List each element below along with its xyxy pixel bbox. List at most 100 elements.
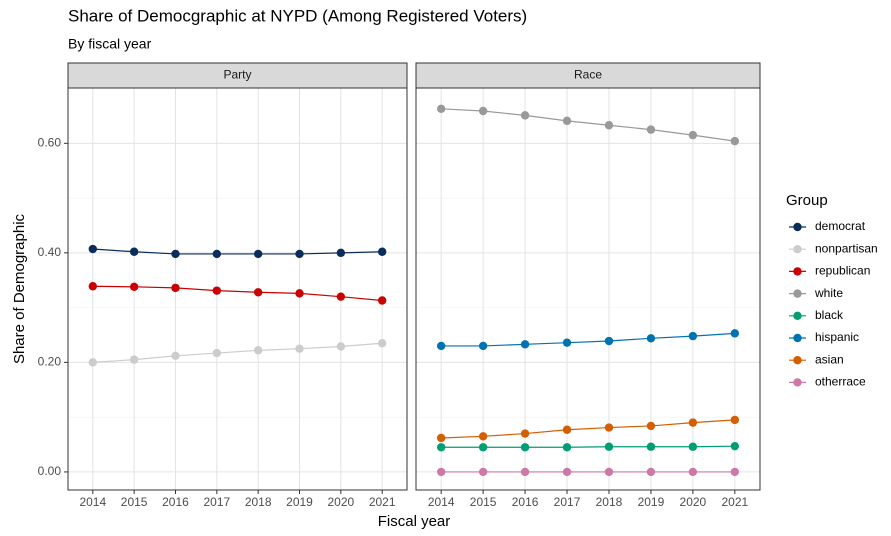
panel-border — [415, 87, 761, 491]
data-point — [688, 331, 698, 341]
data-point — [604, 442, 614, 451]
data-point — [646, 442, 656, 451]
strip-label: Race — [574, 68, 602, 82]
data-point — [604, 336, 614, 346]
chart-title: Share of Democgraphic at NYPD (Among Reg… — [68, 6, 527, 25]
series-line — [441, 445, 735, 448]
x-tick-label: 2016 — [512, 495, 539, 509]
data-point — [212, 348, 222, 358]
data-point — [336, 342, 346, 351]
legend-marker — [793, 333, 802, 343]
data-point — [646, 467, 656, 477]
data-point — [604, 121, 614, 130]
data-point — [646, 125, 656, 134]
x-tick-label: 2018 — [245, 495, 272, 509]
data-point — [688, 442, 698, 451]
legend-label: nonpartisan — [815, 241, 878, 255]
legend-label: otherrace — [815, 375, 866, 389]
data-point — [295, 289, 304, 298]
data-point — [688, 130, 698, 140]
data-point — [562, 425, 572, 434]
data-point — [730, 415, 740, 425]
data-point — [436, 341, 446, 351]
data-point — [129, 355, 139, 364]
y-tick-label: 0.40 — [38, 245, 62, 259]
x-tick-label: 2020 — [680, 495, 707, 509]
data-point — [171, 283, 180, 293]
data-point — [436, 104, 446, 114]
data-point — [436, 467, 446, 477]
data-point — [129, 282, 139, 292]
data-point — [377, 247, 387, 256]
data-point — [436, 433, 446, 443]
x-tick-label: 2014 — [79, 495, 106, 509]
x-tick-label: 2014 — [428, 495, 455, 509]
data-point — [520, 467, 530, 477]
data-point — [520, 429, 530, 438]
data-point — [336, 248, 346, 258]
x-tick-label: 2017 — [554, 495, 581, 509]
data-point — [478, 106, 488, 116]
strip — [67, 62, 408, 89]
chart-subtitle: By fiscal year — [68, 36, 152, 52]
x-tick-label: 2021 — [721, 495, 748, 509]
data-point — [478, 341, 488, 351]
y-axis-label: Share of Demographic — [11, 213, 28, 364]
data-point — [336, 292, 346, 301]
data-point — [377, 296, 387, 305]
data-point — [295, 249, 304, 259]
y-tick-label: 0.20 — [38, 355, 62, 369]
data-point — [253, 249, 263, 259]
data-point — [436, 443, 446, 452]
legend-marker — [793, 378, 802, 387]
x-tick-label: 2015 — [470, 495, 497, 509]
legend-marker — [793, 222, 802, 232]
data-point — [520, 111, 530, 120]
data-point — [478, 443, 488, 452]
data-point — [478, 467, 488, 477]
data-point — [88, 282, 98, 291]
data-point — [730, 467, 740, 477]
legend-marker — [793, 356, 802, 365]
legend-label: hispanic — [815, 330, 859, 344]
x-tick-label: 2015 — [121, 495, 148, 509]
series-line — [92, 248, 383, 255]
y-tick-label: 0.00 — [38, 464, 62, 478]
x-tick-label: 2020 — [328, 495, 355, 509]
data-point — [730, 329, 740, 338]
legend-label: republican — [815, 264, 870, 278]
data-point — [88, 244, 98, 254]
data-point — [730, 441, 740, 451]
data-point — [253, 288, 263, 297]
data-point — [171, 249, 180, 259]
data-point — [646, 421, 656, 431]
x-tick-label: 2019 — [638, 495, 665, 509]
y-tick-label: 0.60 — [38, 135, 62, 149]
panel-border — [67, 87, 408, 491]
data-point — [478, 432, 488, 441]
data-point — [688, 418, 698, 427]
x-tick-label: 2016 — [162, 495, 189, 509]
legend-marker — [793, 289, 802, 298]
data-point — [295, 344, 304, 353]
data-point — [562, 443, 572, 452]
series-line — [441, 332, 735, 347]
x-tick-label: 2021 — [369, 495, 396, 509]
data-point — [129, 247, 139, 256]
series-line — [92, 285, 383, 302]
data-point — [562, 116, 572, 126]
strip-label: Party — [223, 68, 251, 82]
data-point — [688, 467, 698, 477]
data-point — [562, 338, 572, 347]
data-point — [212, 249, 222, 259]
series-line — [92, 342, 383, 363]
data-point — [730, 136, 740, 146]
legend-marker — [793, 245, 802, 254]
series-line — [441, 108, 735, 142]
series-line — [441, 419, 735, 439]
legend-label: asian — [815, 352, 844, 366]
x-axis-label: Fiscal year — [378, 513, 451, 530]
legend-marker — [793, 311, 802, 320]
data-point — [604, 423, 614, 432]
data-point — [562, 467, 572, 477]
